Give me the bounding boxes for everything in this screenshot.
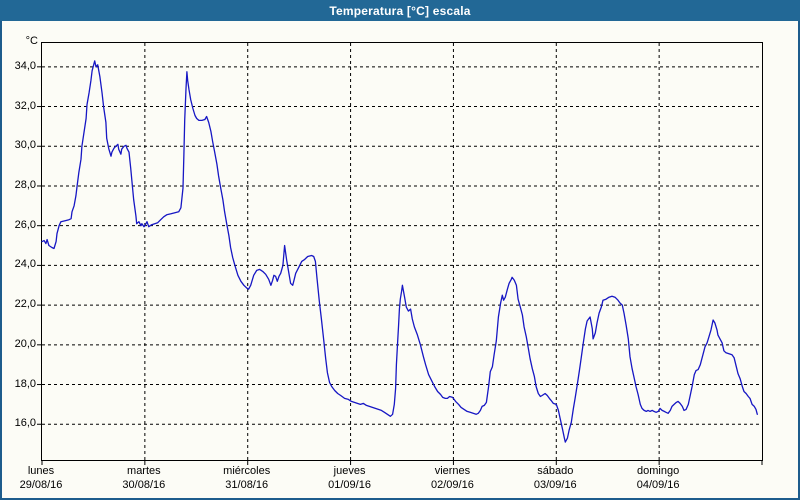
temperature-series-line <box>41 60 758 443</box>
plot-area[interactable] <box>37 42 763 465</box>
x-tick-day-name: lunes <box>27 465 55 477</box>
y-tick-label: 26,0 <box>14 218 36 231</box>
window-border-right <box>798 21 800 500</box>
y-tick-label: 32,0 <box>14 99 36 112</box>
x-tick-label: lunes 29/08/16 <box>0 464 89 492</box>
x-tick-date: 03/09/16 <box>533 479 577 491</box>
x-tick-label: domingo 04/09/16 <box>610 464 706 492</box>
window-title: Temperatura [°C] escala <box>329 3 471 18</box>
x-tick-label: miércoles 31/08/16 <box>199 464 295 492</box>
x-tick-label: jueves 01/09/16 <box>302 464 398 492</box>
x-tick-date: 01/09/16 <box>328 479 371 491</box>
x-tick-day-name: viernes <box>434 465 471 477</box>
y-axis-unit-label: °C <box>25 35 38 47</box>
x-tick-day-name: sábado <box>537 465 574 477</box>
y-tick-label: 22,0 <box>14 298 36 311</box>
y-tick-label: 34,0 <box>14 59 36 72</box>
y-tick-label: 28,0 <box>14 178 36 191</box>
x-tick-date: 04/09/16 <box>636 479 680 491</box>
x-tick-date: 30/08/16 <box>122 479 166 491</box>
x-tick-label: viernes 02/09/16 <box>404 464 500 492</box>
title-bar[interactable]: Temperatura [°C] escala <box>0 0 800 21</box>
y-tick-label: 20,0 <box>14 337 36 350</box>
window-border-bottom <box>0 498 800 500</box>
y-tick-label: 18,0 <box>14 377 36 390</box>
temperature-line-chart <box>37 43 763 465</box>
x-tick-day-name: miércoles <box>223 465 271 477</box>
x-tick-day-name: domingo <box>637 465 680 477</box>
y-tick-label: 24,0 <box>14 258 36 271</box>
x-tick-date: 31/08/16 <box>225 479 269 491</box>
x-tick-date: 29/08/16 <box>19 479 63 491</box>
x-tick-label: sábado 03/09/16 <box>507 464 603 492</box>
x-tick-day-name: martes <box>127 465 161 477</box>
x-tick-day-name: jueves <box>333 465 366 477</box>
y-tick-label: 16,0 <box>14 417 36 430</box>
window-border-left <box>0 21 2 500</box>
x-tick-date: 02/09/16 <box>431 479 474 491</box>
y-tick-label: 30,0 <box>14 139 36 152</box>
x-tick-label: martes 30/08/16 <box>96 464 192 492</box>
